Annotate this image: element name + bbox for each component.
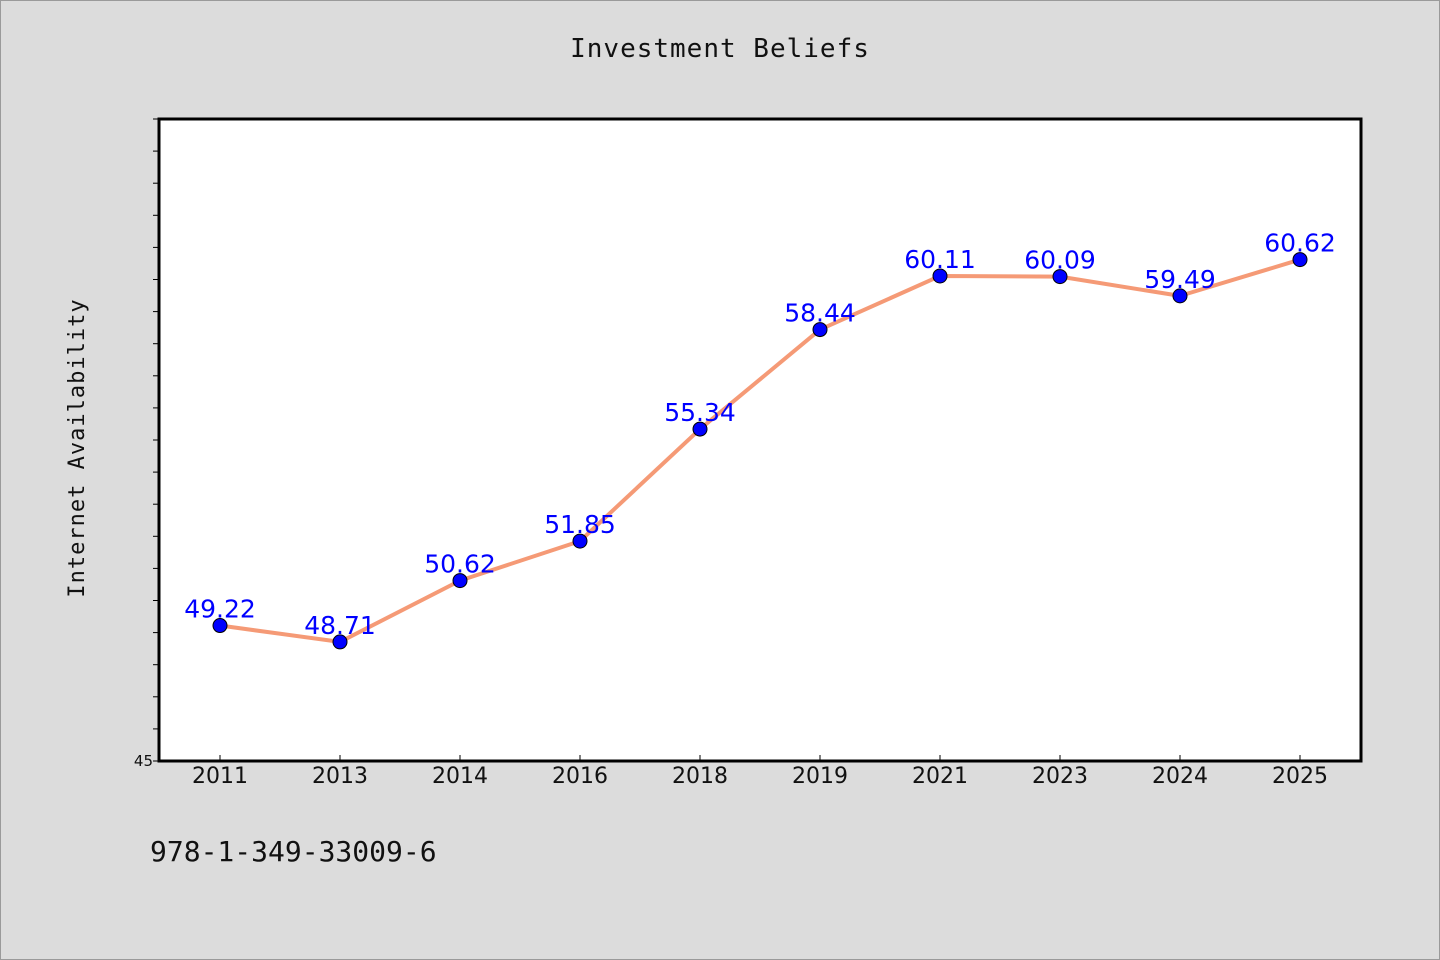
data-label: 59.49: [1144, 265, 1216, 294]
y-axis-label: Internet Availability: [65, 298, 90, 597]
y-axis-ticks: [153, 118, 159, 762]
data-point: [572, 533, 588, 549]
x-tick-label: 2023: [1032, 764, 1088, 789]
x-tick-label: 2024: [1152, 764, 1208, 789]
data-point: [1172, 288, 1188, 304]
data-point: [332, 634, 348, 650]
data-point: [1052, 269, 1068, 285]
data-label: 50.62: [424, 550, 496, 579]
series-layer: [212, 252, 1308, 650]
x-tick-label: 2011: [192, 764, 248, 789]
plot-area: [157, 117, 1363, 763]
x-tick-label: 2016: [552, 764, 608, 789]
data-point: [1292, 252, 1308, 268]
data-label: 58.44: [784, 299, 856, 328]
data-point: [452, 573, 468, 589]
data-labels: 49.22 48.71 50.62 51.85 55.34 58.44 60.11 60.09…: [184, 229, 1336, 640]
data-label: 60.11: [904, 245, 976, 274]
x-axis-ticks: 2011 2013 2014 2016 2018 2019 2021 2023 2024 2025: [192, 755, 1328, 789]
data-point: [212, 618, 228, 634]
data-point: [932, 268, 948, 284]
data-point: [692, 421, 708, 437]
data-label: 48.71: [304, 611, 376, 640]
y-tick-label: 45: [134, 752, 153, 770]
data-label: 55.34: [664, 398, 736, 427]
series-line: [219, 257, 1301, 644]
x-tick-label: 2014: [432, 764, 488, 789]
footer-code: 978-1-349-33009-6: [150, 835, 437, 868]
x-tick-label: 2013: [312, 764, 368, 789]
chart-title: Investment Beliefs: [570, 34, 870, 64]
data-label: 49.22: [184, 595, 256, 624]
x-tick-label: 2021: [912, 764, 968, 789]
data-label: 51.85: [544, 510, 616, 539]
x-tick-label: 2025: [1272, 764, 1328, 789]
x-tick-label: 2018: [672, 764, 728, 789]
data-point: [812, 322, 828, 338]
data-label: 60.09: [1024, 246, 1096, 275]
x-tick-label: 2019: [792, 764, 848, 789]
data-label: 60.62: [1264, 229, 1336, 258]
